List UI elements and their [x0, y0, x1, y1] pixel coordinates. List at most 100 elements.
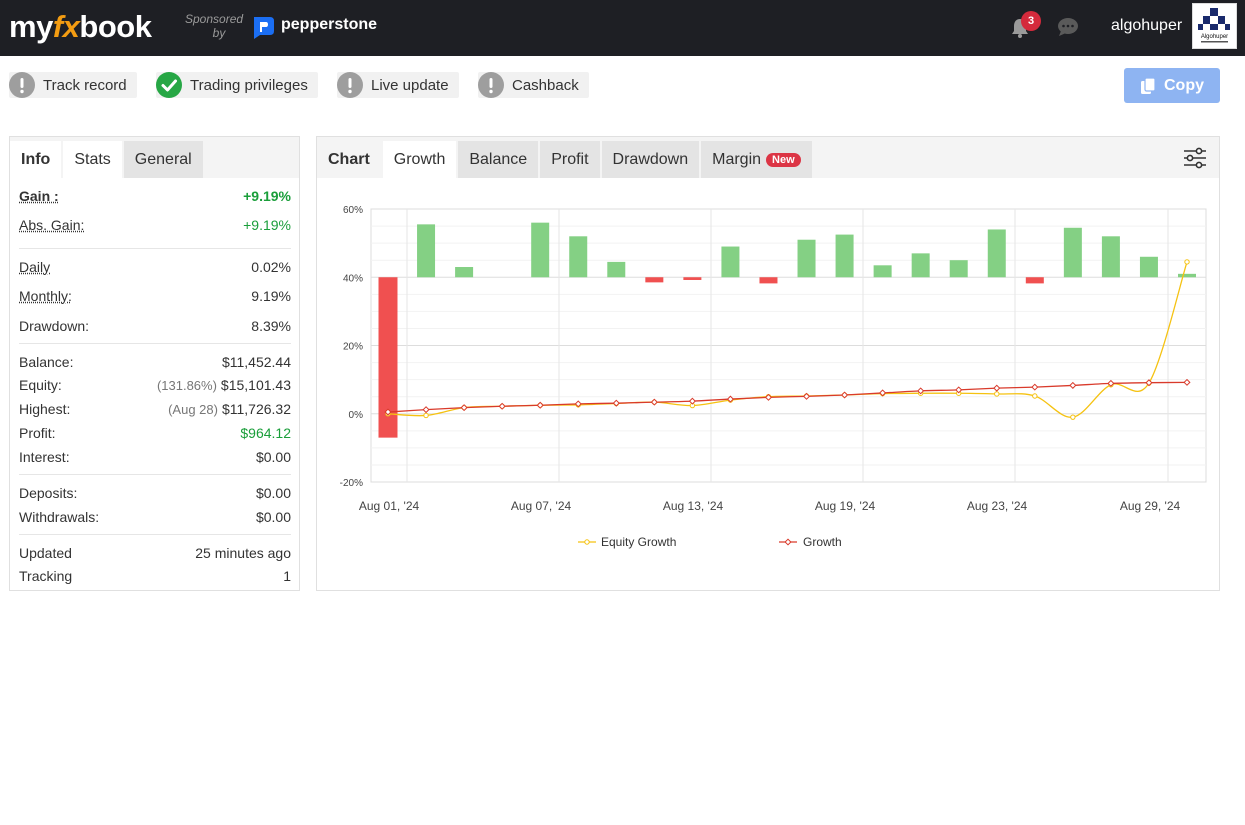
status-chip-trading-privileges[interactable]: Trading privileges [156, 72, 318, 98]
stat-value: 1 [283, 568, 291, 584]
growth-point [917, 387, 925, 395]
bar [949, 260, 968, 278]
tab-drawdown[interactable]: Drawdown [601, 141, 700, 178]
growth-point [764, 393, 773, 401]
bar [1025, 277, 1044, 284]
stat-deposits: Deposits: $0.00 [19, 485, 291, 501]
tab-growth[interactable]: Growth [382, 141, 457, 178]
stat-balance: Balance: $11,452.44 [19, 354, 291, 370]
tab-profit[interactable]: Profit [540, 141, 600, 178]
copy-button[interactable]: Copy [1124, 68, 1220, 103]
stat-label[interactable]: Monthly: [19, 288, 72, 304]
chip-label: Track record [43, 76, 127, 94]
growth-chart: 60% 40% 20% 0% -20% Aug 01, '24 Aug 07, '24 Aug… [340, 205, 1207, 549]
tab-info[interactable]: Info [10, 141, 62, 178]
warning-icon [478, 72, 504, 98]
stat-value: 9.19% [251, 288, 291, 304]
stat-label: Withdrawals: [19, 509, 100, 525]
growth-point [574, 400, 582, 408]
stat-value: $0.00 [255, 449, 291, 465]
growth-point [650, 398, 658, 406]
settings-sliders-icon[interactable] [1182, 145, 1208, 171]
divider [19, 343, 291, 344]
stat-label: Drawdown: [19, 318, 90, 334]
myfxbook-logo[interactable]: myfxbook [9, 9, 152, 44]
username[interactable]: algohuper [1111, 17, 1183, 34]
status-chip-live-update[interactable]: Live update [337, 72, 459, 98]
stat-label[interactable]: Gain : [19, 188, 59, 204]
checkmark-icon [156, 72, 182, 98]
equity-point [423, 412, 429, 419]
new-badge: New [766, 152, 801, 167]
stat-label: Interest: [19, 449, 70, 465]
stat-label: Deposits: [19, 485, 78, 501]
stat-value: $0.00 [255, 485, 291, 501]
chip-label: Live update [371, 76, 449, 94]
stat-interest: Interest: $0.00 [19, 449, 291, 465]
growth-point [1107, 379, 1115, 387]
x-tick-label: Aug 29, '24 [1120, 499, 1181, 513]
legend-growth-label: Growth [803, 535, 842, 549]
sponsor-name[interactable]: pepperstone [281, 16, 378, 33]
stat-label[interactable]: Daily [19, 259, 51, 275]
tab-margin[interactable]: Margin New [701, 141, 812, 178]
chip-label: Cashback [512, 76, 579, 94]
y-tick-label: -20% [340, 478, 363, 489]
avatar-text: Algohuper [1201, 34, 1228, 40]
avatar-logo-icon: Algohuper [1198, 8, 1230, 43]
stat-value: 25 minutes ago [195, 545, 291, 561]
stat-daily: Daily 0.02% [19, 259, 291, 275]
x-tick-label: Aug 01, '24 [359, 499, 420, 513]
divider [19, 534, 291, 535]
tab-stats[interactable]: Stats [63, 141, 122, 178]
bar [1178, 273, 1196, 278]
chart-panel: Chart Growth Balance Profit Drawdown Mar… [316, 136, 1220, 591]
bar [683, 277, 702, 280]
chip-label: Trading privileges [190, 76, 308, 94]
bar [911, 253, 930, 278]
growth-point [993, 384, 1001, 392]
bar [1063, 227, 1082, 278]
stat-monthly: Monthly: 9.19% [19, 288, 291, 304]
growth-point [955, 386, 963, 394]
warning-icon [337, 72, 363, 98]
avatar[interactable]: Algohuper [1192, 3, 1237, 49]
chat-icon[interactable] [1057, 17, 1079, 37]
growth-point [384, 408, 392, 416]
bar [759, 277, 778, 284]
status-chip-cashback[interactable]: Cashback [478, 72, 589, 98]
stat-label[interactable]: Abs. Gain: [19, 217, 85, 233]
tab-margin-label: Margin [712, 151, 762, 168]
growth-point [422, 406, 430, 414]
bar [721, 246, 740, 278]
bar [645, 277, 664, 283]
bar [797, 239, 816, 278]
equity-point [994, 391, 1000, 397]
y-tick-label: 20% [343, 342, 363, 353]
growth-point [802, 392, 811, 400]
x-tick-label: Aug 07, '24 [511, 499, 572, 513]
stat-label: Balance: [19, 354, 74, 370]
top-navbar: myfxbook Sponsored by pepperstone 3 algo… [0, 0, 1245, 56]
stat-value: 0.02% [251, 259, 291, 275]
growth-line [387, 381, 1188, 413]
tab-balance[interactable]: Balance [458, 141, 539, 178]
equity-point [1070, 414, 1076, 420]
stat-label: Tracking [19, 568, 73, 584]
tab-chart[interactable]: Chart [317, 141, 381, 178]
y-tick-label: 60% [343, 205, 363, 216]
bar [987, 229, 1006, 278]
bar [1139, 256, 1158, 278]
stat-equity: Equity: (131.86%) $15,101.43 [19, 377, 291, 393]
bar [417, 224, 436, 278]
status-chip-track-record[interactable]: Track record [9, 72, 137, 98]
growth-point [726, 395, 734, 403]
stat-highest: Highest: (Aug 28) $11,726.32 [19, 401, 291, 417]
y-tick-label: 0% [349, 410, 364, 421]
pepperstone-logo-icon[interactable] [250, 14, 276, 40]
stat-label: Profit: [19, 425, 56, 441]
stat-subvalue: (Aug 28) [168, 402, 218, 417]
stat-value: $11,726.32 [221, 401, 291, 417]
tab-general[interactable]: General [123, 141, 203, 178]
equity-point [1184, 259, 1190, 265]
